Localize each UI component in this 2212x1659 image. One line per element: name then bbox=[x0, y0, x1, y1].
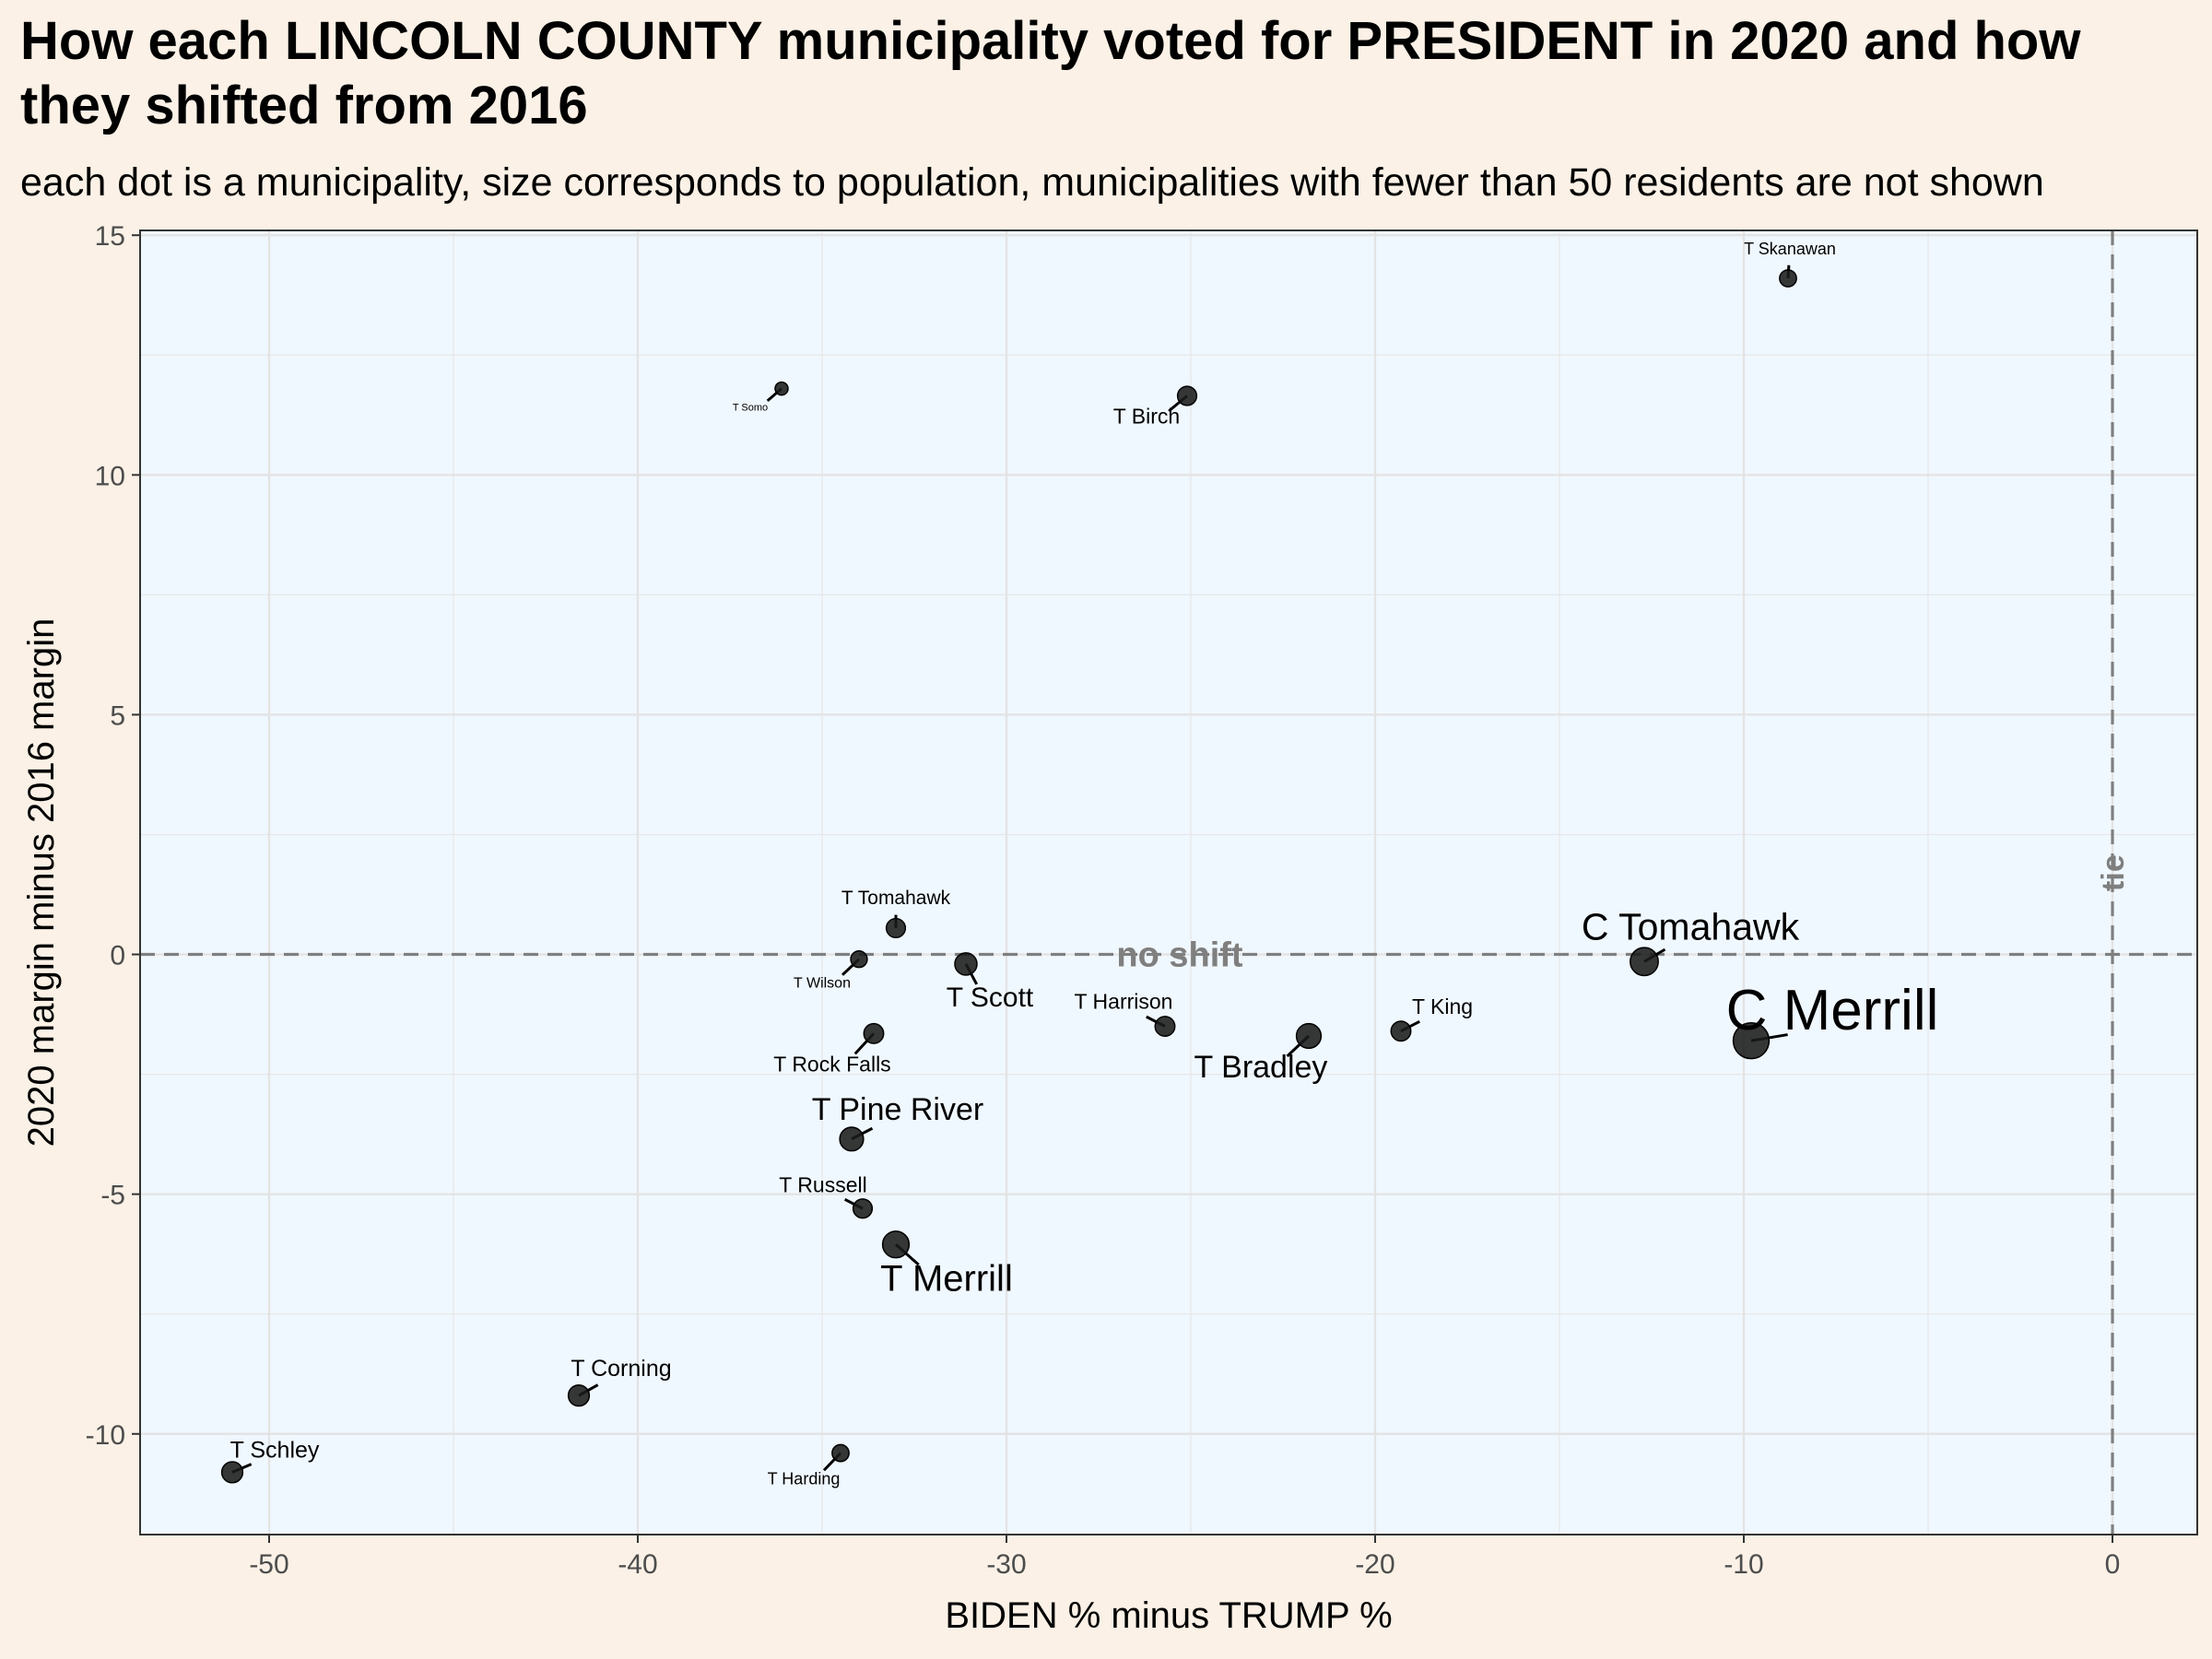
point-label: T Russell bbox=[779, 1172, 866, 1196]
y-axis-label: 2020 margin minus 2016 margin bbox=[21, 618, 62, 1147]
chart-subtitle: each dot is a municipality, size corresp… bbox=[20, 160, 2044, 205]
point-label: T Somo bbox=[733, 403, 768, 414]
x-tick-label: -20 bbox=[1355, 1549, 1394, 1580]
data-points bbox=[220, 269, 1797, 1484]
point-label: T Corning bbox=[571, 1356, 671, 1382]
x-axis-ticks: -50 -40 -30 -20 -10 0 bbox=[249, 1535, 2120, 1580]
y-tick-label: 5 bbox=[110, 700, 125, 731]
point-label: T Birch bbox=[1113, 404, 1180, 428]
plot-border bbox=[139, 229, 2198, 1535]
point-c-merrill bbox=[1732, 1021, 1771, 1060]
no-shift-label: no shift bbox=[1116, 936, 1243, 975]
point-t-schley bbox=[220, 1461, 244, 1484]
point-label: T Rock Falls bbox=[773, 1052, 890, 1076]
point-label: T Pine River bbox=[812, 1092, 983, 1127]
point-label: T Scott bbox=[947, 982, 1034, 1013]
x-tick-label: -30 bbox=[986, 1549, 1026, 1580]
y-axis-ticks: -10 -5 0 5 10 15 bbox=[86, 221, 140, 1451]
point-label: T Merrill bbox=[880, 1258, 1013, 1299]
point-label: T Harrison bbox=[1075, 990, 1173, 1014]
point-t-bradley bbox=[1295, 1022, 1323, 1050]
y-tick-label: 0 bbox=[110, 941, 125, 971]
grid-minor bbox=[140, 230, 2197, 1535]
point-t-rock-falls bbox=[863, 1022, 885, 1044]
point-t-pine-river bbox=[839, 1126, 865, 1152]
y-tick-label: -10 bbox=[86, 1420, 125, 1451]
point-label: C Merrill bbox=[1726, 979, 1939, 1042]
point-t-birch bbox=[1176, 385, 1198, 406]
x-tick-label: -40 bbox=[618, 1549, 657, 1580]
y-tick-label: -5 bbox=[100, 1181, 125, 1211]
point-label: T Tomahawk bbox=[841, 888, 951, 909]
point-t-russell bbox=[852, 1198, 874, 1219]
point-t-merrill bbox=[881, 1230, 911, 1259]
x-axis-label: BIDEN % minus TRUMP % bbox=[945, 1595, 1392, 1636]
point-t-skanawan bbox=[1779, 269, 1797, 288]
x-tick-label: 0 bbox=[2105, 1549, 2121, 1580]
point-label: T King bbox=[1412, 994, 1473, 1018]
point-label: T Schley bbox=[230, 1437, 320, 1463]
y-tick-label: 10 bbox=[95, 461, 125, 491]
point-labels: T Skanawan T Somo T Birch T Tomahawk T Wilso… bbox=[230, 240, 1939, 1488]
y-tick-label: 15 bbox=[95, 221, 125, 252]
point-t-harrison bbox=[1154, 1016, 1176, 1038]
x-tick-label: -50 bbox=[249, 1549, 288, 1580]
point-label: T Harding bbox=[768, 1470, 841, 1488]
chart-title: How each LINCOLN COUNTY municipality vot… bbox=[20, 11, 2081, 135]
point-t-scott bbox=[954, 952, 978, 976]
point-t-tomahawk bbox=[885, 917, 907, 939]
point-t-harding bbox=[831, 1443, 850, 1463]
point-t-somo bbox=[774, 381, 789, 396]
point-t-king bbox=[1390, 1020, 1412, 1042]
point-t-corning bbox=[567, 1384, 591, 1407]
point-label: T Wilson bbox=[794, 976, 851, 992]
x-tick-label: -10 bbox=[1724, 1549, 1763, 1580]
point-label: C Tomahawk bbox=[1582, 905, 1800, 947]
tie-label: tie bbox=[2096, 854, 2131, 891]
point-label: T Bradley bbox=[1194, 1050, 1328, 1085]
reference-lines: no shift tie bbox=[140, 230, 2197, 1535]
point-label: T Skanawan bbox=[1744, 240, 1836, 258]
plot-panel bbox=[140, 230, 2197, 1535]
point-c-tomahawk bbox=[1630, 947, 1659, 977]
point-t-wilson bbox=[850, 950, 868, 969]
